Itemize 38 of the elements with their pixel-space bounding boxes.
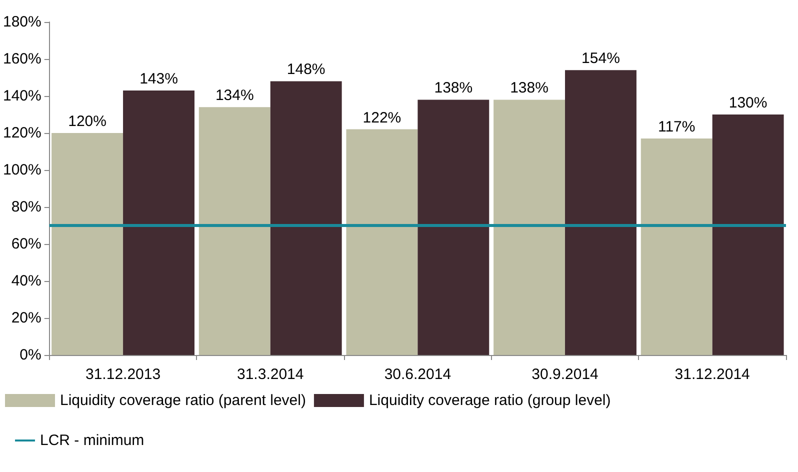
y-tick-label: 0% (20, 346, 42, 364)
data-label: 122% (362, 109, 402, 126)
bar (346, 129, 418, 355)
bar (52, 133, 124, 355)
data-label: 154% (582, 50, 620, 68)
bar (123, 90, 194, 355)
legend-label: LCR - minimum (40, 432, 144, 449)
y-tick-label: 140% (2, 88, 42, 104)
bar (494, 100, 566, 355)
legend-label: Liquidity coverage ratio (group level) (368, 392, 611, 409)
bar (712, 114, 784, 355)
x-tick-label: 30.9.2014 (532, 366, 598, 383)
y-tick-label: 80% (11, 198, 42, 216)
data-label: 120% (68, 113, 106, 130)
x-tick-label: 31.12.2014 (674, 366, 750, 383)
bar (198, 107, 270, 355)
x-tick-label: 31.3.2014 (236, 366, 304, 383)
data-label: 143% (140, 70, 178, 88)
y-tick-label: 60% (11, 236, 42, 252)
data-label: 148% (286, 61, 326, 78)
y-tick-label: 120% (2, 124, 42, 142)
bar (270, 81, 342, 355)
x-tick-label: 30.6.2014 (384, 366, 452, 383)
data-label: 117% (658, 118, 696, 136)
y-tick-label: 160% (2, 50, 42, 68)
bar (418, 100, 490, 355)
data-label: 138% (434, 80, 473, 97)
legend-label: Liquidity coverage ratio (parent level) (60, 392, 306, 409)
data-label: 138% (510, 80, 548, 97)
bar (640, 138, 712, 355)
y-tick-label: 40% (11, 272, 42, 290)
data-label: 134% (215, 87, 254, 104)
data-label: 130% (728, 94, 768, 112)
y-tick-label: 20% (11, 310, 42, 326)
bar (565, 70, 636, 355)
x-tick-label: 31.12.2013 (85, 366, 161, 383)
y-tick-label: 100% (2, 162, 42, 178)
y-tick-label: 180% (2, 14, 42, 30)
